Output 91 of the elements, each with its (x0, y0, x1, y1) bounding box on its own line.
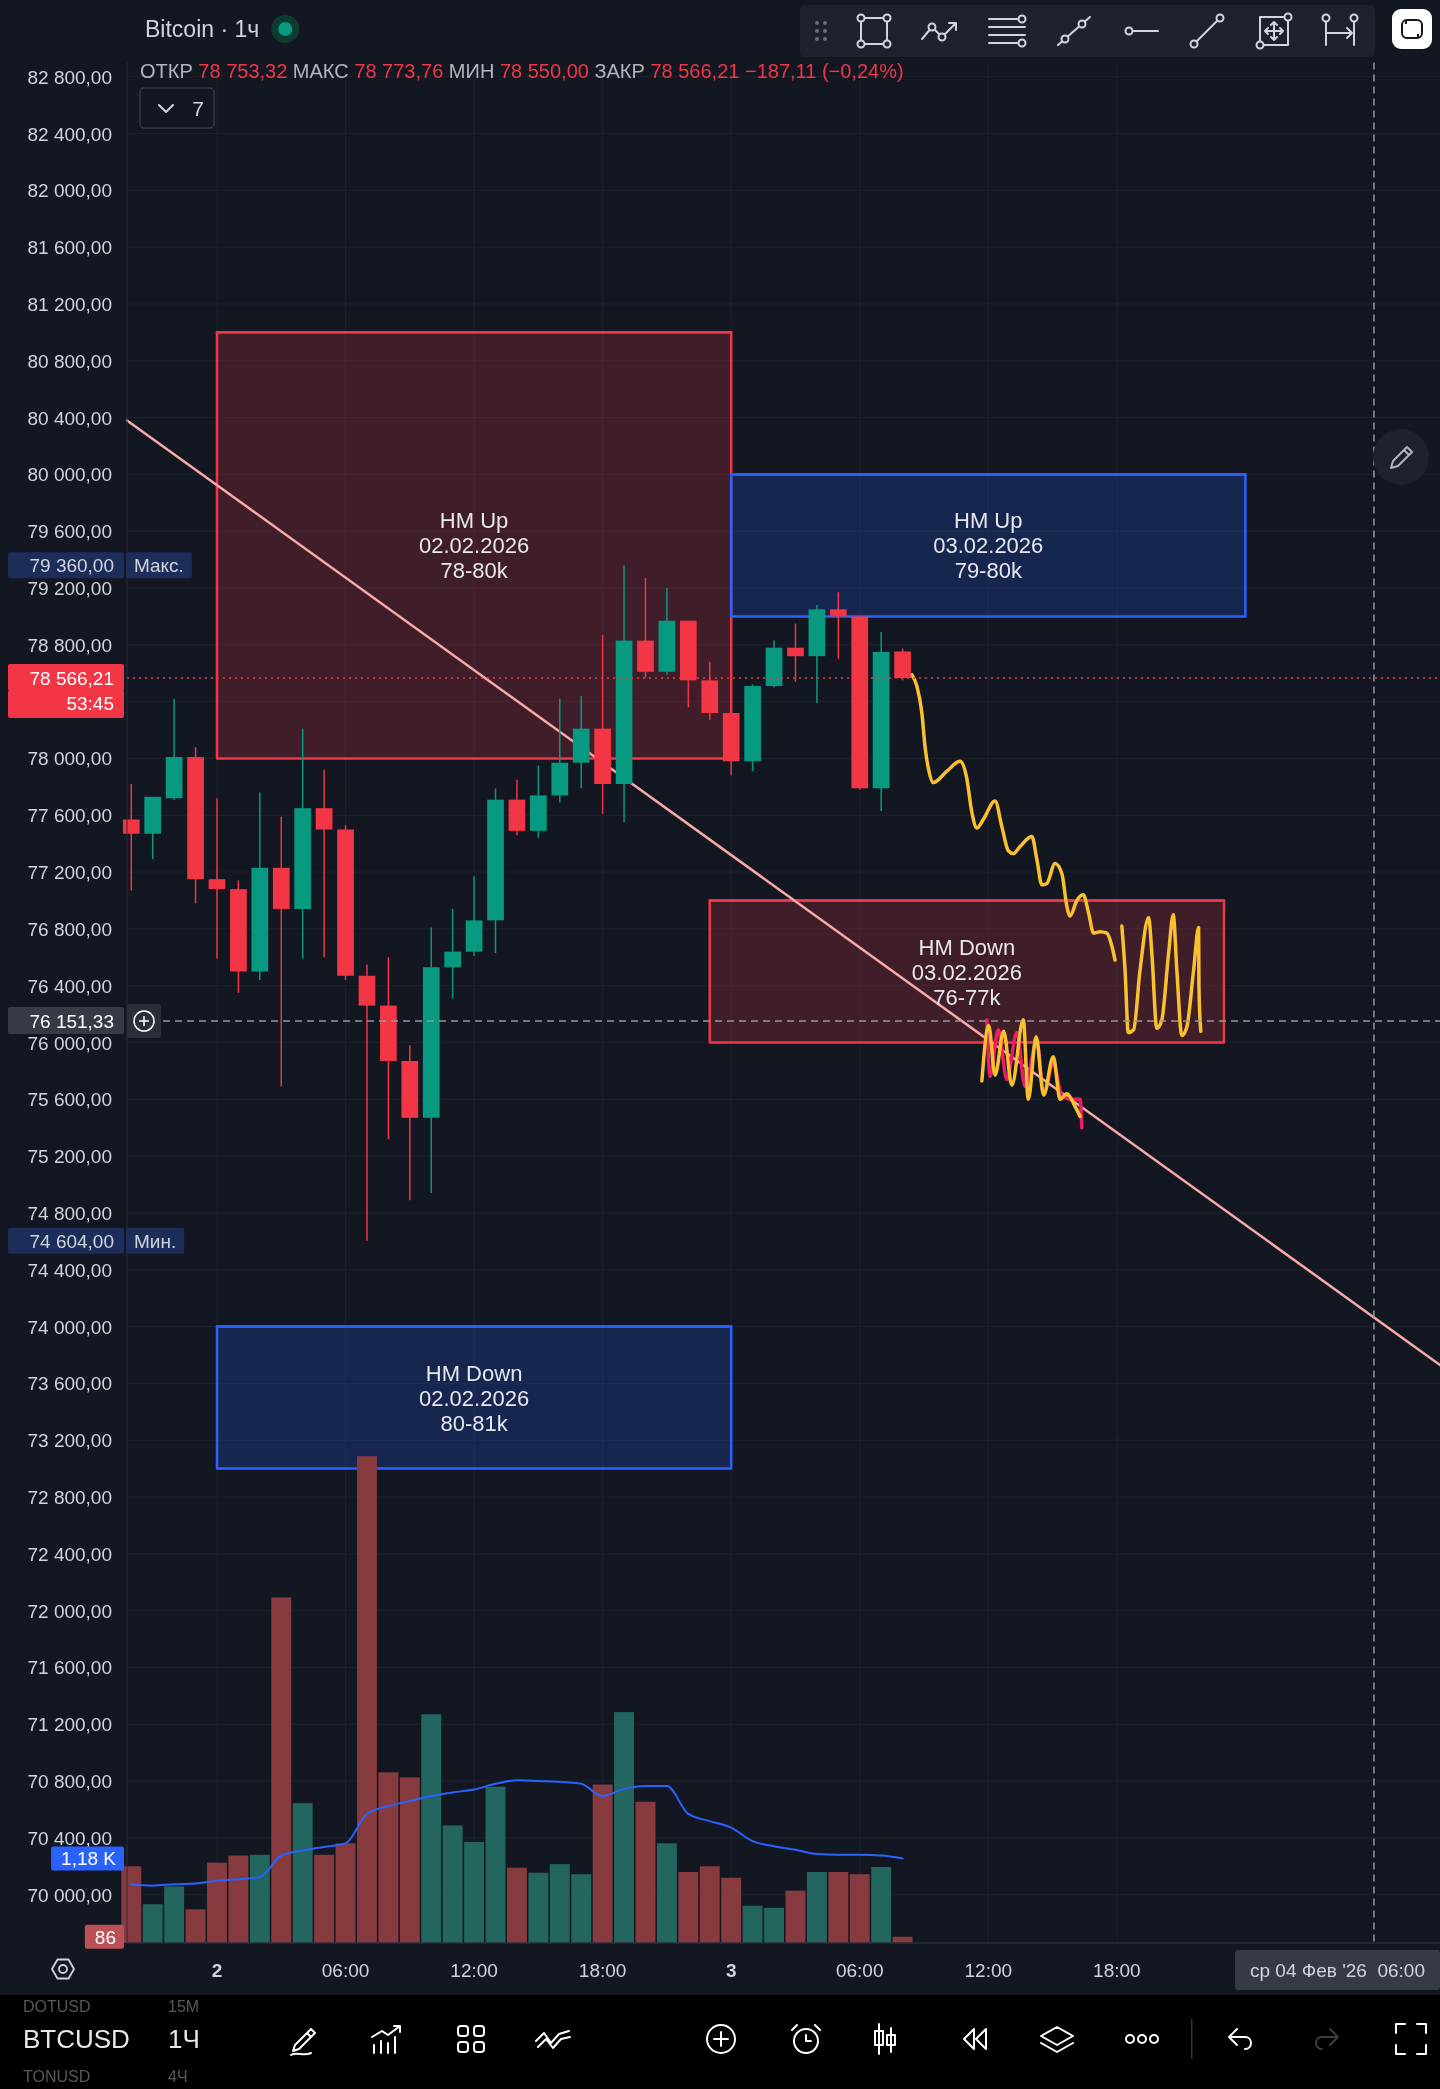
candlestick (444, 908, 462, 1000)
y2-tick-label: 86 (94, 1926, 116, 1948)
x-tick-label: 12:00 (964, 1959, 1013, 1981)
y-tick-label: 82 800,00 (27, 66, 112, 88)
x-tick-label: 06:00 (321, 1959, 370, 1981)
x-tick-label: 12:00 (450, 1959, 498, 1981)
bar (292, 1803, 313, 1943)
y-tick-label: 78 000,00 (27, 747, 112, 769)
line-series (130, 1779, 904, 1887)
text: 74 604,00 (29, 1230, 114, 1252)
bar (871, 1867, 892, 1943)
bar (249, 1854, 270, 1943)
annotation: Мин. (134, 1230, 177, 1252)
annotation: HM Up 03.02.2026 79-80k (933, 507, 1044, 583)
text: 79 360,00 (29, 554, 114, 576)
x-tick-label: 2 (211, 1959, 223, 1981)
y-tick-label: 80 000,00 (27, 463, 112, 485)
y-tick-label: 75 600,00 (27, 1088, 112, 1110)
y-tick-label: 77 600,00 (27, 804, 112, 826)
y-tick-label: 76 400,00 (27, 975, 112, 997)
y-tick-label: 80 400,00 (27, 407, 112, 429)
candlestick (208, 797, 226, 960)
y-tick-label: 77 200,00 (27, 861, 112, 883)
x-tick-label: 3 (725, 1959, 737, 1981)
bar (399, 1777, 420, 1943)
candlestick (315, 769, 333, 959)
bar (678, 1872, 699, 1943)
y-tick-label: 82 400,00 (27, 123, 112, 145)
y-tick-label: 81 200,00 (27, 293, 112, 315)
text: TONUSD (23, 2067, 91, 2085)
x-tick-label: 18:00 (578, 1959, 627, 1981)
x-tick-label: 18:00 (1093, 1959, 1141, 1981)
y-tick-label: 76 800,00 (27, 918, 112, 940)
bar (421, 1714, 442, 1944)
y-tick-label: 72 400,00 (27, 1543, 112, 1565)
y-tick-label: 70 400,00 (27, 1827, 112, 1849)
bar (828, 1872, 849, 1943)
bar (785, 1890, 806, 1943)
line-series (980, 1018, 1082, 1119)
candlestick (829, 591, 847, 660)
bar (528, 1872, 549, 1943)
y-tick-label: 78 800,00 (27, 634, 112, 656)
text: 15М (168, 1997, 200, 2015)
bar (271, 1597, 292, 1943)
annotation: HM Down 03.02.2026 76-77k (911, 934, 1022, 1009)
bar (314, 1854, 335, 1943)
line-series (1120, 912, 1203, 1038)
y-tick-label: 74 400,00 (27, 1259, 112, 1281)
y-tick-label: 81 600,00 (27, 236, 112, 258)
y-tick-label: 73 200,00 (27, 1429, 112, 1451)
y-tick-label: 73 600,00 (27, 1372, 112, 1394)
annotation: 7 (192, 96, 204, 120)
bar (806, 1872, 827, 1943)
ref-line-label: 76 151,33 (29, 1010, 114, 1032)
y2-tick-label: 1,18 K (61, 1847, 117, 1869)
text: 1Ч (168, 2024, 200, 2054)
bar (335, 1843, 356, 1943)
y-tick-label: 75 200,00 (27, 1145, 112, 1167)
y-tick-label: 70 800,00 (27, 1770, 112, 1792)
y-tick-label: 76 000,00 (27, 1032, 112, 1054)
ref-line-label: ср 04 Фев '26 06:00 (1249, 1959, 1425, 1981)
bar (849, 1874, 870, 1943)
x-tick-label: 06:00 (835, 1959, 884, 1981)
bar (656, 1843, 677, 1943)
chart-title: Bitcoin · 1ч (145, 16, 260, 42)
bar (485, 1786, 506, 1943)
bar (635, 1801, 656, 1943)
bar (614, 1712, 635, 1943)
y-tick-label: 82 000,00 (27, 179, 112, 201)
y-tick-label: 71 600,00 (27, 1656, 112, 1678)
y-tick-label: 72 000,00 (27, 1600, 112, 1622)
y-tick-label: 74 000,00 (27, 1316, 112, 1338)
text: DOTUSD (23, 1997, 91, 2015)
text: BTCUSD (23, 2024, 130, 2054)
ref-line-label: 78 566,21 (29, 667, 114, 689)
y-tick-label: 79 600,00 (27, 520, 112, 542)
y-tick-label: 79 200,00 (27, 577, 112, 599)
bar (592, 1784, 613, 1943)
text: ОТКР 78 753,32 МАКС 78 773,76 МИН 78 550,00 ЗАКР 78 566,21 −187,11 (−0,24%) (140, 60, 904, 82)
annotation: Макс. (134, 554, 184, 576)
y-tick-label: 72 800,00 (27, 1486, 112, 1508)
candlestick (358, 963, 376, 1242)
y-tick-label: 74 800,00 (27, 1202, 112, 1224)
bar (506, 1867, 527, 1943)
annotation: HM Up 02.02.2026 78-80k (419, 507, 530, 583)
text: 4Ч (168, 2067, 188, 2085)
text: 53:45 (66, 692, 114, 714)
y-tick-label: 70 000,00 (27, 1884, 112, 1906)
y-tick-label: 71 200,00 (27, 1713, 112, 1735)
annotation: HM Down 02.02.2026 80-81k (419, 1360, 530, 1436)
y-tick-label: 80 800,00 (27, 350, 112, 372)
